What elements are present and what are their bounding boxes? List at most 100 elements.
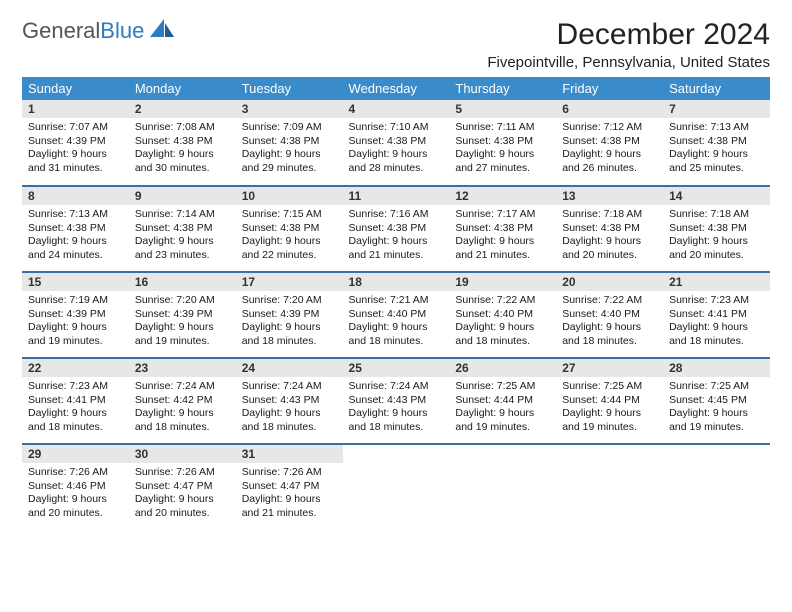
calendar-cell: 3Sunrise: 7:09 AMSunset: 4:38 PMDaylight… xyxy=(236,100,343,186)
day-line: and 20 minutes. xyxy=(669,249,764,263)
weekday-header: Tuesday xyxy=(236,77,343,100)
day-line: and 30 minutes. xyxy=(135,162,230,176)
day-number: 1 xyxy=(22,100,129,118)
day-line: Sunrise: 7:25 AM xyxy=(669,380,764,394)
day-number: 4 xyxy=(343,100,450,118)
day-line: Daylight: 9 hours xyxy=(28,493,123,507)
day-body: Sunrise: 7:20 AMSunset: 4:39 PMDaylight:… xyxy=(129,291,236,353)
day-line: Sunrise: 7:12 AM xyxy=(562,121,657,135)
day-line: Sunrise: 7:17 AM xyxy=(455,208,550,222)
day-number: 8 xyxy=(22,187,129,205)
day-line: Sunset: 4:42 PM xyxy=(135,394,230,408)
calendar-cell: 15Sunrise: 7:19 AMSunset: 4:39 PMDayligh… xyxy=(22,272,129,358)
day-body: Sunrise: 7:09 AMSunset: 4:38 PMDaylight:… xyxy=(236,118,343,180)
day-line: and 20 minutes. xyxy=(28,507,123,521)
day-body: Sunrise: 7:26 AMSunset: 4:46 PMDaylight:… xyxy=(22,463,129,525)
day-line: Daylight: 9 hours xyxy=(349,148,444,162)
weekday-header: Monday xyxy=(129,77,236,100)
day-line: and 21 minutes. xyxy=(455,249,550,263)
day-line: Sunrise: 7:16 AM xyxy=(349,208,444,222)
calendar-cell: 2Sunrise: 7:08 AMSunset: 4:38 PMDaylight… xyxy=(129,100,236,186)
day-body: Sunrise: 7:12 AMSunset: 4:38 PMDaylight:… xyxy=(556,118,663,180)
day-line: Sunset: 4:38 PM xyxy=(28,222,123,236)
sail-icon xyxy=(150,19,176,44)
day-number: 3 xyxy=(236,100,343,118)
day-line: Daylight: 9 hours xyxy=(135,235,230,249)
day-line: Sunrise: 7:13 AM xyxy=(28,208,123,222)
day-line: and 29 minutes. xyxy=(242,162,337,176)
day-line: Daylight: 9 hours xyxy=(669,235,764,249)
day-body: Sunrise: 7:11 AMSunset: 4:38 PMDaylight:… xyxy=(449,118,556,180)
day-line: and 18 minutes. xyxy=(562,335,657,349)
day-line: Sunset: 4:38 PM xyxy=(349,222,444,236)
day-body: Sunrise: 7:17 AMSunset: 4:38 PMDaylight:… xyxy=(449,205,556,267)
day-line: Daylight: 9 hours xyxy=(349,407,444,421)
day-body: Sunrise: 7:10 AMSunset: 4:38 PMDaylight:… xyxy=(343,118,450,180)
weekday-header: Saturday xyxy=(663,77,770,100)
day-line: Sunset: 4:38 PM xyxy=(669,135,764,149)
day-line: and 18 minutes. xyxy=(28,421,123,435)
calendar-cell: 8Sunrise: 7:13 AMSunset: 4:38 PMDaylight… xyxy=(22,186,129,272)
day-line: and 21 minutes. xyxy=(349,249,444,263)
calendar-cell: 26Sunrise: 7:25 AMSunset: 4:44 PMDayligh… xyxy=(449,358,556,444)
calendar-cell xyxy=(449,444,556,530)
day-line: Sunset: 4:41 PM xyxy=(669,308,764,322)
day-line: Daylight: 9 hours xyxy=(349,235,444,249)
calendar-cell: 14Sunrise: 7:18 AMSunset: 4:38 PMDayligh… xyxy=(663,186,770,272)
day-line: and 18 minutes. xyxy=(669,335,764,349)
day-number: 28 xyxy=(663,359,770,377)
calendar-cell: 27Sunrise: 7:25 AMSunset: 4:44 PMDayligh… xyxy=(556,358,663,444)
day-number: 26 xyxy=(449,359,556,377)
calendar-week: 1Sunrise: 7:07 AMSunset: 4:39 PMDaylight… xyxy=(22,100,770,186)
calendar-cell xyxy=(343,444,450,530)
day-line: Sunset: 4:38 PM xyxy=(669,222,764,236)
day-line: Sunrise: 7:20 AM xyxy=(242,294,337,308)
day-number: 6 xyxy=(556,100,663,118)
logo-text-gray: General xyxy=(22,18,100,43)
day-line: Sunrise: 7:24 AM xyxy=(135,380,230,394)
day-number: 14 xyxy=(663,187,770,205)
day-line: and 19 minutes. xyxy=(669,421,764,435)
day-line: Sunset: 4:39 PM xyxy=(135,308,230,322)
day-line: and 23 minutes. xyxy=(135,249,230,263)
day-line: Sunset: 4:45 PM xyxy=(669,394,764,408)
day-line: and 18 minutes. xyxy=(242,335,337,349)
day-body: Sunrise: 7:13 AMSunset: 4:38 PMDaylight:… xyxy=(22,205,129,267)
day-line: Daylight: 9 hours xyxy=(455,148,550,162)
calendar-header: SundayMondayTuesdayWednesdayThursdayFrid… xyxy=(22,77,770,100)
day-body: Sunrise: 7:16 AMSunset: 4:38 PMDaylight:… xyxy=(343,205,450,267)
day-line: and 25 minutes. xyxy=(669,162,764,176)
location-subtitle: Fivepointville, Pennsylvania, United Sta… xyxy=(487,54,770,71)
day-line: and 18 minutes. xyxy=(242,421,337,435)
day-body: Sunrise: 7:14 AMSunset: 4:38 PMDaylight:… xyxy=(129,205,236,267)
day-line: Sunrise: 7:18 AM xyxy=(562,208,657,222)
calendar-table: SundayMondayTuesdayWednesdayThursdayFrid… xyxy=(22,77,770,530)
day-line: Sunset: 4:46 PM xyxy=(28,480,123,494)
day-number: 2 xyxy=(129,100,236,118)
logo-text: GeneralBlue xyxy=(22,18,144,44)
day-body: Sunrise: 7:24 AMSunset: 4:42 PMDaylight:… xyxy=(129,377,236,439)
day-number: 12 xyxy=(449,187,556,205)
day-number: 29 xyxy=(22,445,129,463)
title-block: December 2024 Fivepointville, Pennsylvan… xyxy=(487,18,770,71)
day-number: 27 xyxy=(556,359,663,377)
day-line: Daylight: 9 hours xyxy=(242,235,337,249)
day-line: and 20 minutes. xyxy=(562,249,657,263)
calendar-cell: 28Sunrise: 7:25 AMSunset: 4:45 PMDayligh… xyxy=(663,358,770,444)
calendar-cell: 12Sunrise: 7:17 AMSunset: 4:38 PMDayligh… xyxy=(449,186,556,272)
day-number: 23 xyxy=(129,359,236,377)
day-line: Sunrise: 7:13 AM xyxy=(669,121,764,135)
calendar-cell: 4Sunrise: 7:10 AMSunset: 4:38 PMDaylight… xyxy=(343,100,450,186)
day-body: Sunrise: 7:19 AMSunset: 4:39 PMDaylight:… xyxy=(22,291,129,353)
day-line: Daylight: 9 hours xyxy=(28,235,123,249)
day-line: Daylight: 9 hours xyxy=(562,148,657,162)
day-line: and 21 minutes. xyxy=(242,507,337,521)
day-line: and 19 minutes. xyxy=(135,335,230,349)
day-line: Sunset: 4:38 PM xyxy=(242,135,337,149)
day-line: and 31 minutes. xyxy=(28,162,123,176)
day-line: Daylight: 9 hours xyxy=(135,407,230,421)
day-number: 31 xyxy=(236,445,343,463)
day-number: 7 xyxy=(663,100,770,118)
weekday-header: Sunday xyxy=(22,77,129,100)
day-line: Sunrise: 7:10 AM xyxy=(349,121,444,135)
